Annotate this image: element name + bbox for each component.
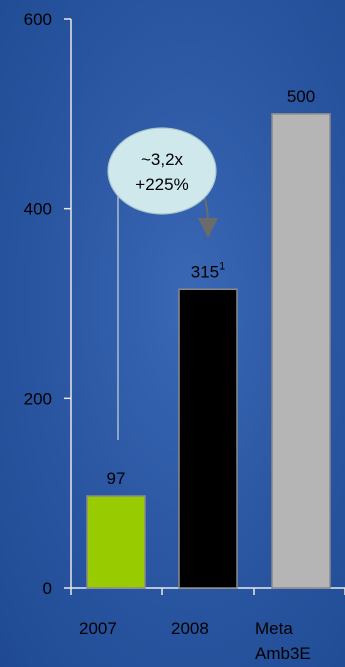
y-tick-label: 400 xyxy=(24,200,52,219)
bar-2008 xyxy=(178,288,238,589)
bar-value-label: 97 xyxy=(107,469,126,488)
bar-value-label: 500 xyxy=(287,87,315,106)
bar-meta xyxy=(271,113,331,589)
y-tick-label: 200 xyxy=(24,389,52,408)
callout-multiplier-text: ~3,2x xyxy=(141,150,184,169)
x-category-label: 2008 xyxy=(171,619,209,638)
bars: 97 2007 3151 2008 500 Meta Amb3E xyxy=(79,87,331,663)
callout-arrow-head xyxy=(198,218,218,238)
callout-bubble xyxy=(107,127,217,215)
y-tick-label: 600 xyxy=(24,10,52,29)
bar-value-label: 3151 xyxy=(191,260,226,281)
x-category-label: 2007 xyxy=(79,619,117,638)
callout-percent-text: +225% xyxy=(135,175,188,194)
growth-callout: ~3,2x +225% xyxy=(107,127,218,440)
y-tick-label: 0 xyxy=(43,579,52,598)
x-category-label: Meta Amb3E xyxy=(255,619,311,663)
bar-2007 xyxy=(86,495,146,589)
callout-arrow-shaft xyxy=(203,194,209,223)
